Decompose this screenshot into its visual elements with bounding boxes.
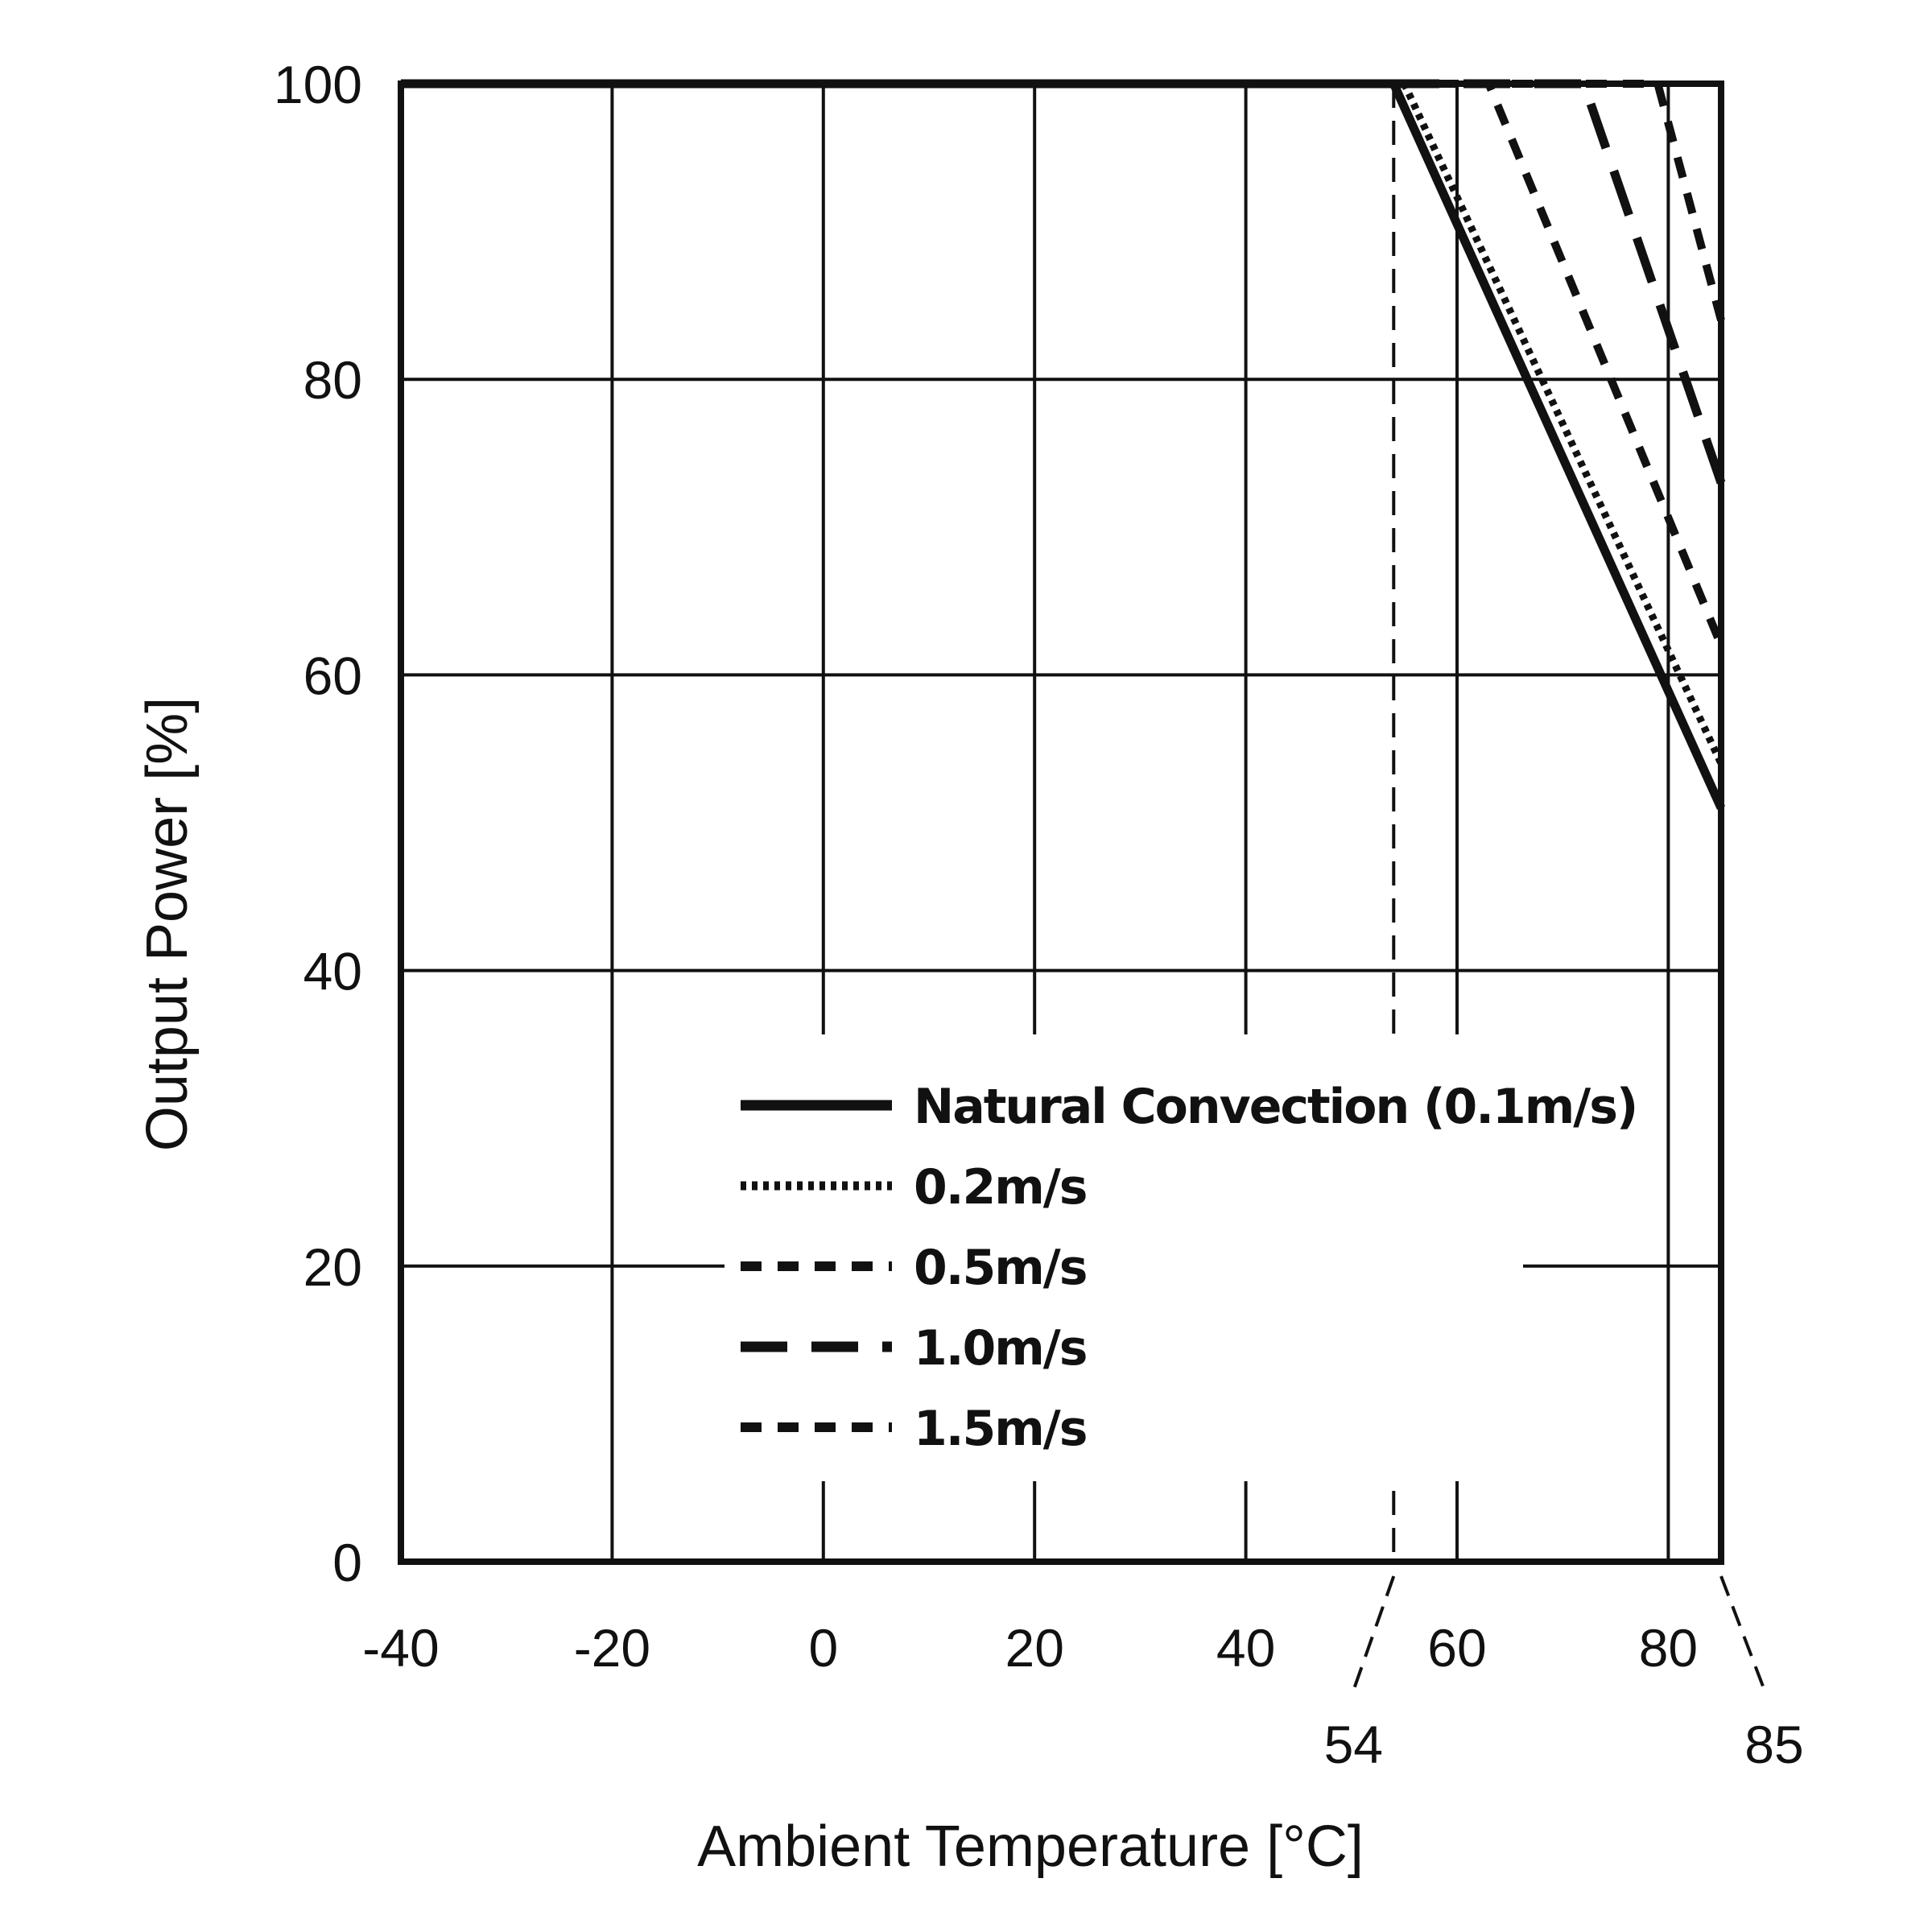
annotation-labels: 54 85 xyxy=(1324,1575,1804,1774)
legend-label: Natural Convection (0.1m/s) xyxy=(914,1079,1637,1135)
series-line-1 xyxy=(401,80,1725,766)
x-axis-title: Ambient Temperature [°C] xyxy=(697,1814,1364,1879)
x-tick-labels: -40 -20 0 20 40 60 80 xyxy=(362,1618,1698,1678)
plot-frame xyxy=(398,80,1724,1565)
y-tick-labels: 0 20 40 60 80 100 xyxy=(274,55,362,1592)
annotation-leader-54 xyxy=(1352,1575,1396,1691)
annotation-label: 54 xyxy=(1324,1715,1383,1774)
y-tick-label: 100 xyxy=(274,55,362,114)
y-tick-label: 0 xyxy=(332,1533,362,1592)
y-tick-label: 80 xyxy=(303,350,362,410)
grid xyxy=(401,82,1721,1562)
x-tick-label: 20 xyxy=(1005,1618,1063,1678)
x-tick-label: 60 xyxy=(1427,1618,1486,1678)
y-tick-label: 40 xyxy=(303,942,362,1001)
x-tick-label: -40 xyxy=(362,1618,439,1678)
series-lines xyxy=(401,79,1726,810)
series-line-4 xyxy=(401,80,1725,322)
series-line-3 xyxy=(401,79,1726,485)
series-line-0 xyxy=(401,79,1726,810)
annotation-leader-85 xyxy=(1719,1575,1766,1691)
x-tick-label: 40 xyxy=(1216,1618,1275,1678)
y-axis-title: Output Power [%] xyxy=(135,697,200,1151)
x-tick-label: 80 xyxy=(1639,1618,1698,1678)
annotation-label: 85 xyxy=(1744,1715,1803,1774)
y-tick-label: 60 xyxy=(303,646,362,705)
x-tick-label: 0 xyxy=(808,1618,838,1678)
x-tick-label: -20 xyxy=(574,1618,650,1678)
legend-label: 1.0m/s xyxy=(914,1320,1086,1377)
legend-label: 0.2m/s xyxy=(914,1159,1086,1216)
y-tick-label: 20 xyxy=(303,1237,362,1297)
legend-label: 0.5m/s xyxy=(914,1240,1086,1296)
legend-label: 1.5m/s xyxy=(914,1401,1086,1457)
legend: Natural Convection (0.1m/s) 0.2m/s 0.5m/s 1… xyxy=(724,1034,1638,1481)
